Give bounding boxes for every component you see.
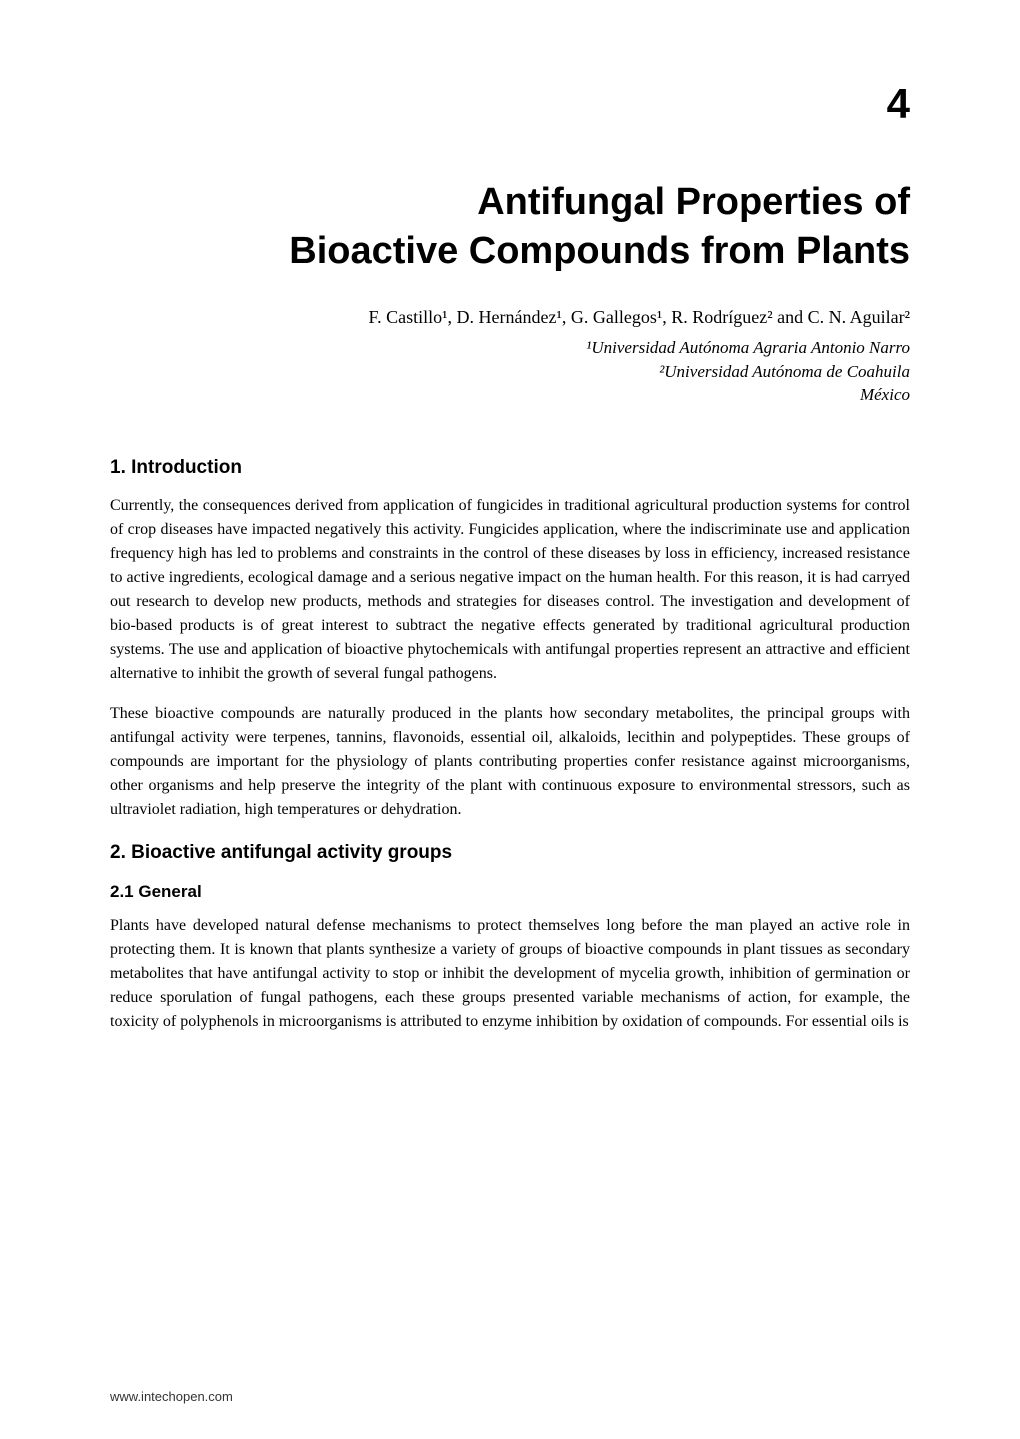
- subsection-2-1-paragraph-1: Plants have developed natural defense me…: [110, 914, 910, 1034]
- affiliation-1: ¹Universidad Autónoma Agraria Antonio Na…: [110, 336, 910, 360]
- affiliation-country: México: [110, 383, 910, 407]
- title-line-2: Bioactive Compounds from Plants: [289, 230, 910, 272]
- chapter-title: Antifungal Properties of Bioactive Compo…: [110, 178, 910, 277]
- affiliation-2: ²Universidad Autónoma de Coahuila: [110, 360, 910, 384]
- title-line-1: Antifungal Properties of: [477, 181, 910, 223]
- authors-line: F. Castillo¹, D. Hernández¹, G. Gallegos…: [110, 307, 910, 328]
- section-1-paragraph-1: Currently, the consequences derived from…: [110, 494, 910, 686]
- chapter-number: 4: [110, 80, 910, 128]
- section-1-heading: 1. Introduction: [110, 457, 910, 479]
- section-1-paragraph-2: These bioactive compounds are naturally …: [110, 702, 910, 822]
- affiliation-block: ¹Universidad Autónoma Agraria Antonio Na…: [110, 336, 910, 407]
- subsection-2-1-heading: 2.1 General: [110, 882, 910, 902]
- section-2-heading: 2. Bioactive antifungal activity groups: [110, 842, 910, 864]
- footer-url: www.intechopen.com: [110, 1389, 233, 1404]
